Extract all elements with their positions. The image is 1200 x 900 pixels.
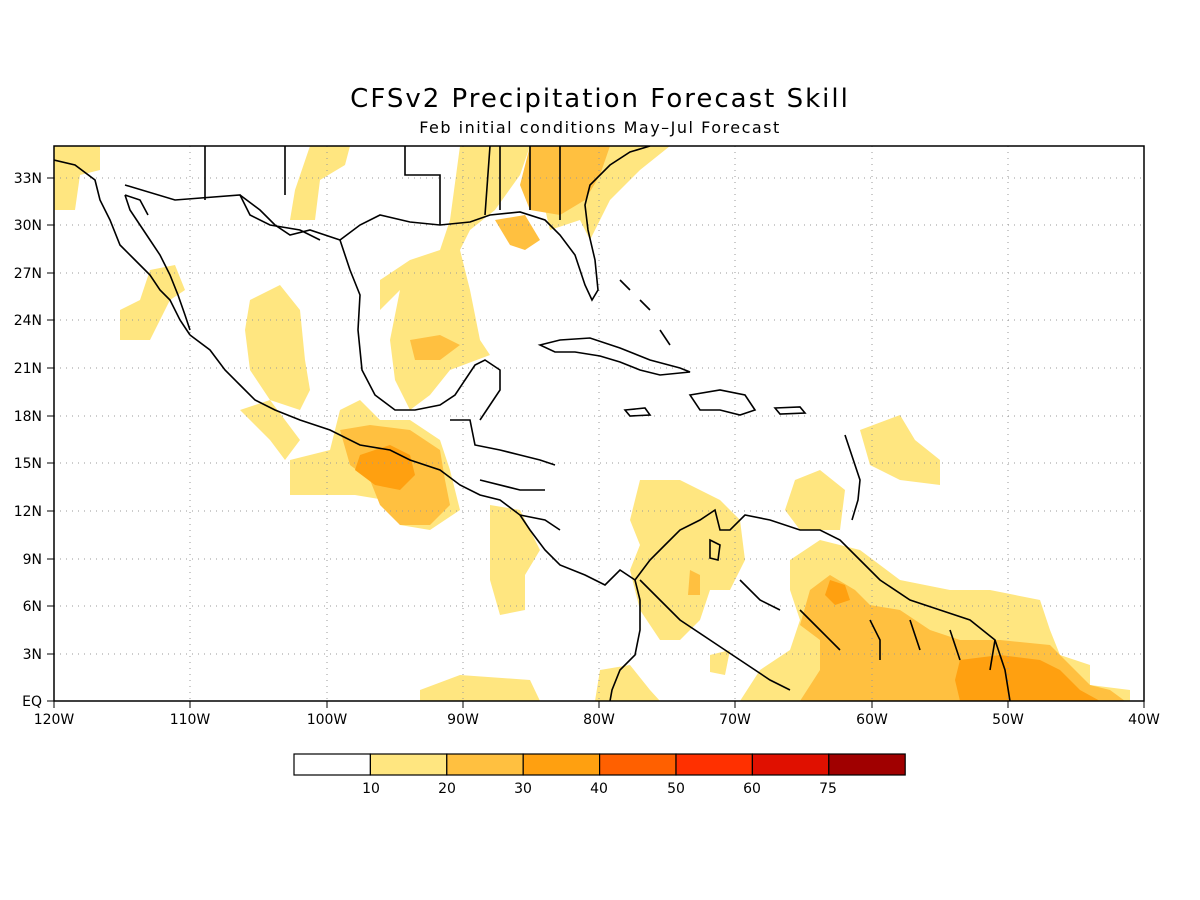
colorbar-label: 10 xyxy=(362,781,380,797)
lat-tick-label: 15N xyxy=(14,456,42,472)
lat-tick-label: 27N xyxy=(14,266,42,282)
lon-tick-label: 60W xyxy=(856,712,888,728)
lat-tick-label: 30N xyxy=(14,218,42,234)
colorbar-label: 50 xyxy=(667,781,685,797)
colorbar-label: 40 xyxy=(590,781,608,797)
lon-tick-label: 90W xyxy=(447,712,479,728)
map-title: CFSv2 Precipitation Forecast Skill xyxy=(350,84,850,114)
colorbar-label: 75 xyxy=(819,781,837,797)
colorbar-swatch xyxy=(828,753,906,776)
lat-tick-label: EQ xyxy=(22,694,42,710)
colorbar-label: 30 xyxy=(514,781,532,797)
lat-tick-label: 24N xyxy=(14,313,42,329)
tick-marks xyxy=(47,177,1145,708)
lat-tick-label: 6N xyxy=(23,599,42,615)
lat-tick-label: 18N xyxy=(14,409,42,425)
skill-level-10-20 xyxy=(54,146,1130,701)
colorbar-swatch xyxy=(598,753,677,776)
lat-tick-label: 12N xyxy=(14,504,42,520)
colorbar-swatch xyxy=(751,753,830,776)
grid-lines xyxy=(54,146,1144,701)
lon-tick-label: 110W xyxy=(170,712,211,728)
lon-tick-label: 100W xyxy=(307,712,348,728)
lon-tick-label: 80W xyxy=(583,712,615,728)
lon-tick-label: 70W xyxy=(719,712,751,728)
lat-tick-label: 21N xyxy=(14,361,42,377)
colorbar-swatch xyxy=(446,753,524,776)
lon-tick-label: 120W xyxy=(34,712,75,728)
colorbar-swatch xyxy=(522,753,601,776)
coastlines xyxy=(54,146,1011,701)
colorbar: 10 20 30 40 50 60 75 xyxy=(293,753,906,797)
lat-axis: EQ 3N 6N 9N 12N 15N 18N 21N 24N 27N 30N … xyxy=(14,171,42,710)
colorbar-labels: 10 20 30 40 50 60 75 xyxy=(362,781,837,797)
colorbar-swatch xyxy=(675,753,754,776)
lon-axis: 120W 110W 100W 90W 80W 70W 60W 50W 40W xyxy=(34,712,1160,728)
colorbar-swatch xyxy=(293,753,372,776)
colorbar-label: 20 xyxy=(438,781,456,797)
colorbar-swatch xyxy=(369,753,448,776)
colorbar-swatches xyxy=(293,753,906,776)
map-subtitle: Feb initial conditions May–Jul Forecast xyxy=(419,118,781,137)
skill-shading xyxy=(54,146,1130,701)
lat-tick-label: 33N xyxy=(14,171,42,187)
lat-tick-label: 9N xyxy=(23,552,42,568)
colorbar-label: 60 xyxy=(743,781,761,797)
lat-tick-label: 3N xyxy=(23,647,42,663)
lon-tick-label: 40W xyxy=(1128,712,1160,728)
lon-tick-label: 50W xyxy=(992,712,1024,728)
